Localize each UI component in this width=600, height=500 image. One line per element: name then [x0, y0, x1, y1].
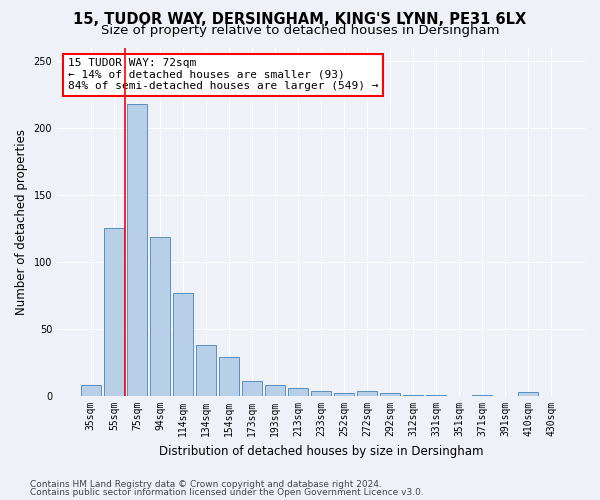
- Text: 15 TUDOR WAY: 72sqm
← 14% of detached houses are smaller (93)
84% of semi-detach: 15 TUDOR WAY: 72sqm ← 14% of detached ho…: [68, 58, 378, 91]
- Text: Contains HM Land Registry data © Crown copyright and database right 2024.: Contains HM Land Registry data © Crown c…: [30, 480, 382, 489]
- Bar: [518, 392, 538, 396]
- Bar: [104, 228, 124, 396]
- Bar: [127, 104, 146, 396]
- Bar: [242, 382, 262, 396]
- Bar: [427, 394, 446, 396]
- Bar: [311, 390, 331, 396]
- Bar: [219, 357, 239, 396]
- Bar: [81, 386, 101, 396]
- Bar: [334, 394, 354, 396]
- Bar: [173, 293, 193, 396]
- Bar: [357, 390, 377, 396]
- X-axis label: Distribution of detached houses by size in Dersingham: Distribution of detached houses by size …: [159, 444, 483, 458]
- Text: 15, TUDOR WAY, DERSINGHAM, KING'S LYNN, PE31 6LX: 15, TUDOR WAY, DERSINGHAM, KING'S LYNN, …: [73, 12, 527, 28]
- Bar: [403, 394, 423, 396]
- Bar: [196, 345, 216, 396]
- Bar: [288, 388, 308, 396]
- Y-axis label: Number of detached properties: Number of detached properties: [15, 129, 28, 315]
- Bar: [472, 394, 492, 396]
- Text: Contains public sector information licensed under the Open Government Licence v3: Contains public sector information licen…: [30, 488, 424, 497]
- Bar: [380, 394, 400, 396]
- Bar: [150, 236, 170, 396]
- Bar: [265, 386, 285, 396]
- Text: Size of property relative to detached houses in Dersingham: Size of property relative to detached ho…: [101, 24, 499, 37]
